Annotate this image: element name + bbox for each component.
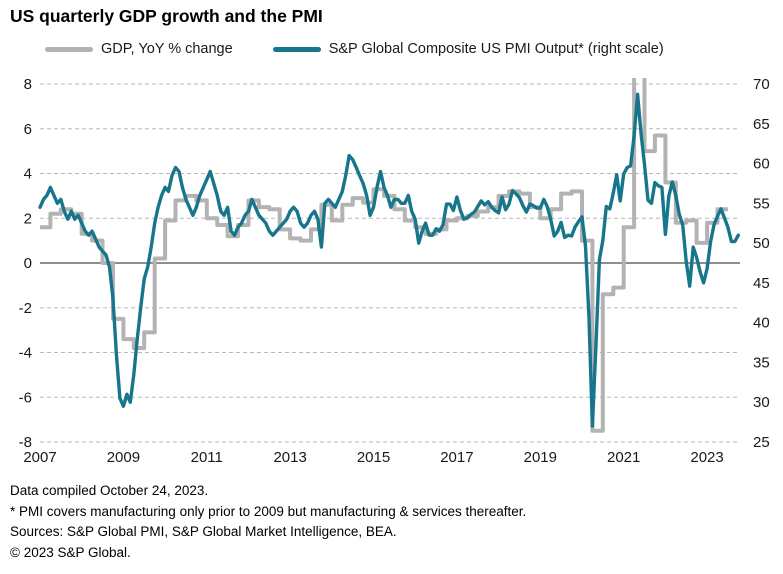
svg-text:40: 40 bbox=[753, 315, 770, 332]
svg-text:70: 70 bbox=[753, 76, 770, 93]
footnote-sources: Sources: S&P Global PMI, S&P Global Mark… bbox=[10, 524, 397, 539]
svg-text:2021: 2021 bbox=[607, 449, 640, 466]
chart-title: US quarterly GDP growth and the PMI bbox=[10, 6, 323, 26]
gdp-series-line bbox=[40, 78, 728, 433]
x-axis-labels: 2007 2009 2011 2013 2015 2017 2019 2021 2023 bbox=[23, 449, 723, 466]
gdp-line-swatch bbox=[45, 46, 93, 52]
svg-text:0: 0 bbox=[24, 255, 32, 272]
svg-text:50: 50 bbox=[753, 235, 770, 252]
footnote-pmi-note: * PMI covers manufacturing only prior to… bbox=[10, 503, 527, 519]
svg-text:35: 35 bbox=[753, 354, 770, 371]
svg-text:2015: 2015 bbox=[357, 449, 390, 466]
svg-text:25: 25 bbox=[753, 434, 770, 451]
svg-text:-4: -4 bbox=[19, 345, 32, 362]
chart-legend: GDP, YoY % change S&P Global Composite U… bbox=[45, 41, 664, 57]
svg-text:30: 30 bbox=[753, 394, 770, 411]
svg-text:6: 6 bbox=[24, 121, 32, 138]
legend-item-gdp: GDP, YoY % change bbox=[45, 41, 233, 57]
svg-text:-6: -6 bbox=[19, 389, 32, 406]
svg-text:2011: 2011 bbox=[191, 449, 223, 466]
svg-text:4: 4 bbox=[24, 166, 32, 183]
svg-text:2: 2 bbox=[24, 210, 32, 227]
pmi-series-line bbox=[38, 92, 740, 428]
pmi-legend-label: S&P Global Composite US PMI Output* (rig… bbox=[328, 41, 664, 57]
right-axis-labels: 70 65 60 55 50 45 40 35 30 25 bbox=[753, 76, 770, 451]
pmi-line-swatch bbox=[272, 46, 321, 52]
svg-text:2019: 2019 bbox=[524, 449, 557, 466]
footnotes: Data compiled October 24, 2023. * PMI co… bbox=[10, 481, 526, 563]
svg-text:2023: 2023 bbox=[690, 449, 723, 466]
footnote-copyright: © 2023 S&P Global. bbox=[10, 544, 131, 560]
left-axis-labels: 8 6 4 2 0 -2 -4 -6 -8 bbox=[19, 76, 32, 451]
svg-text:-2: -2 bbox=[19, 300, 32, 317]
svg-text:2007: 2007 bbox=[23, 449, 56, 466]
svg-text:-8: -8 bbox=[19, 434, 32, 451]
gdp-legend-label: GDP, YoY % change bbox=[101, 41, 233, 57]
svg-text:55: 55 bbox=[753, 195, 770, 212]
svg-text:2009: 2009 bbox=[107, 449, 140, 466]
svg-text:2017: 2017 bbox=[440, 449, 473, 466]
legend-item-pmi: S&P Global Composite US PMI Output* (rig… bbox=[272, 41, 664, 57]
svg-text:8: 8 bbox=[24, 76, 32, 93]
svg-text:45: 45 bbox=[753, 275, 770, 292]
svg-text:65: 65 bbox=[753, 116, 770, 133]
svg-text:60: 60 bbox=[753, 156, 770, 173]
footnote-compiled: Data compiled October 24, 2023. bbox=[10, 483, 209, 498]
svg-text:2013: 2013 bbox=[273, 449, 306, 466]
gridlines-group bbox=[40, 83, 740, 443]
